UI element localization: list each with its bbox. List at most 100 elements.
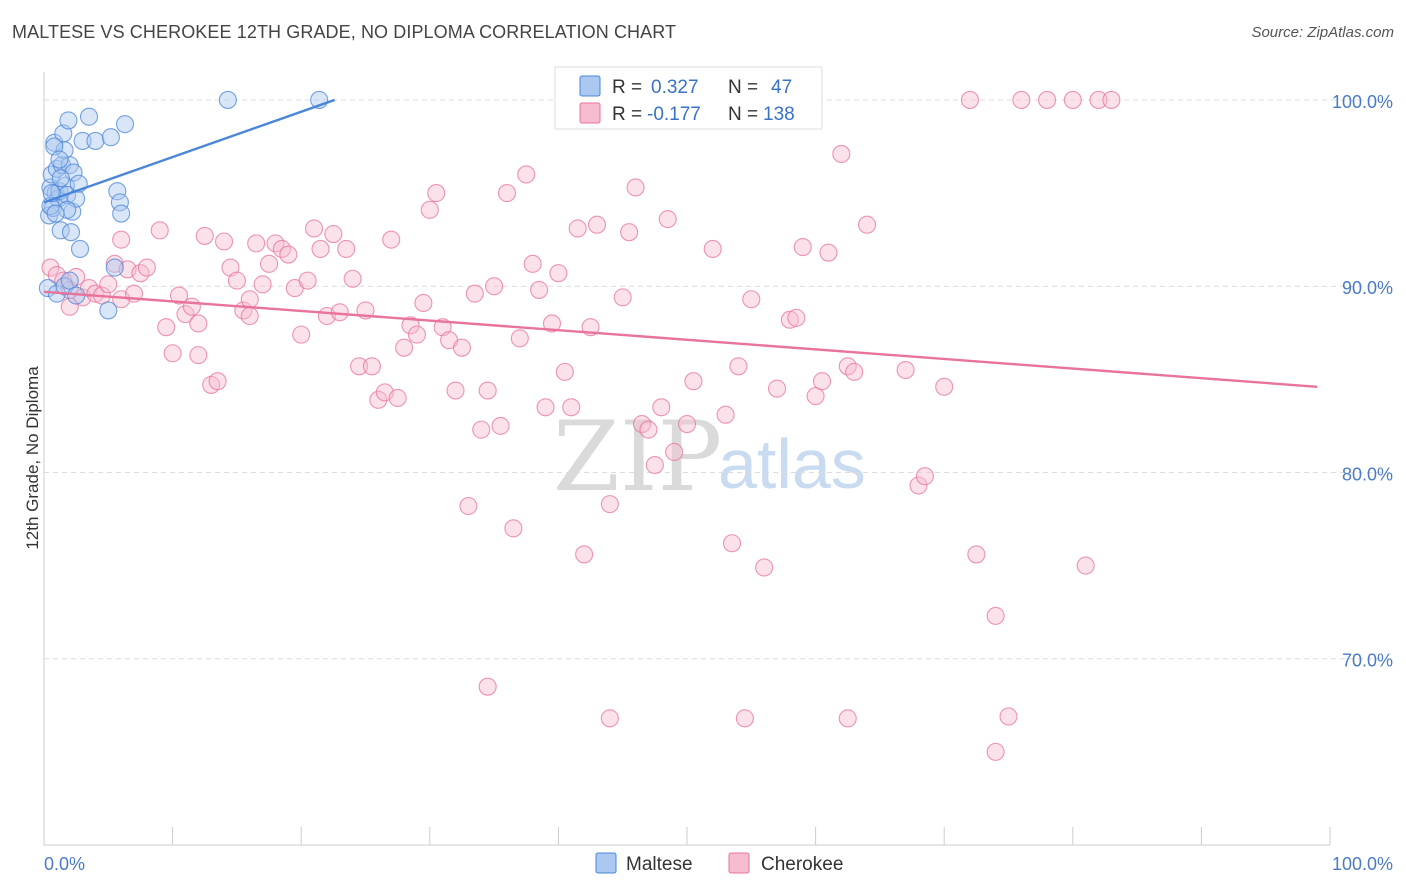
cherokee-point: [620, 223, 639, 242]
x-tick-label-min: 0.0%: [44, 854, 85, 874]
cherokee-point: [324, 225, 343, 244]
cherokee-point: [420, 200, 439, 219]
maltese-point: [58, 200, 77, 219]
maltese-r-label: R =: [612, 77, 642, 98]
cherokee-point: [388, 388, 407, 408]
cherokee-point: [504, 519, 523, 538]
cherokee-point: [684, 372, 703, 391]
maltese-point: [105, 258, 124, 277]
cherokee-point: [549, 264, 568, 283]
y-tick-label: 80.0%: [1342, 464, 1393, 484]
cherokee-point: [189, 346, 208, 365]
cherokee-bottom-label: Cherokee: [761, 854, 843, 875]
cherokee-point: [1038, 90, 1057, 109]
cherokee-point: [208, 372, 227, 391]
maltese-point: [112, 204, 131, 223]
cherokee-point: [729, 357, 748, 376]
maltese-point: [46, 204, 65, 223]
maltese-point: [61, 223, 81, 242]
maltese-bottom-swatch: [595, 852, 617, 874]
cherokee-point: [1063, 90, 1082, 109]
maltese-point: [115, 115, 135, 134]
x-tick-label-max: 100.0%: [1332, 854, 1393, 874]
maltese-point: [108, 182, 127, 201]
maltese-point: [218, 90, 237, 109]
maltese-trend-line: [43, 98, 336, 204]
cherokee-point: [935, 377, 954, 396]
cherokee-point: [195, 226, 214, 245]
cherokee-point: [735, 709, 754, 728]
cherokee-point: [459, 496, 478, 516]
cherokee-point: [292, 325, 311, 344]
cherokee-point: [568, 219, 587, 238]
cherokee-point: [967, 545, 986, 564]
cherokee-point: [999, 707, 1018, 726]
cherokee-point: [767, 379, 787, 398]
cherokee-point: [1076, 556, 1095, 575]
cherokee-point: [478, 381, 497, 400]
cherokee-legend-swatch: [579, 102, 601, 124]
cherokee-point: [986, 742, 1005, 761]
cherokee-point: [305, 219, 324, 238]
cherokee-point: [427, 184, 446, 203]
cherokee-point: [812, 372, 832, 391]
chart-source: Source: ZipAtlas.com: [1251, 24, 1394, 41]
cherokee-point: [240, 290, 259, 309]
cherokee-point: [311, 239, 330, 259]
y-tick-label: 90.0%: [1342, 278, 1393, 298]
cherokee-point: [279, 245, 298, 264]
cherokee-point: [163, 344, 182, 363]
cherokee-point: [658, 210, 677, 229]
cherokee-point: [41, 258, 60, 277]
cherokee-point: [182, 297, 201, 316]
maltese-point: [59, 111, 78, 130]
cherokee-point: [857, 215, 877, 234]
cherokee-point: [587, 215, 607, 234]
cherokee-point: [793, 238, 812, 257]
cherokee-point: [896, 360, 915, 380]
series-legend: Maltese Cherokee: [595, 852, 843, 875]
cherokee-point: [915, 467, 934, 486]
cherokee-point: [227, 271, 246, 290]
cherokee-point: [626, 178, 645, 197]
cherokee-point: [645, 455, 664, 475]
cherokee-point: [613, 288, 632, 307]
cherokee-point: [446, 381, 465, 400]
cherokee-point: [1102, 90, 1121, 109]
cherokee-point: [845, 362, 864, 381]
cherokee-point: [530, 280, 549, 299]
cherokee-point: [555, 362, 574, 381]
cherokee-n-label: N =: [728, 104, 758, 125]
cherokee-point: [819, 243, 838, 262]
cherokee-point: [395, 338, 414, 357]
cherokee-point: [600, 709, 619, 728]
chart-title: MALTESE VS CHEROKEE 12TH GRADE, NO DIPLO…: [12, 22, 677, 42]
cherokee-point: [716, 405, 735, 424]
cherokee-r-label: R =: [612, 104, 642, 125]
y-tick-labels: 70.0% 80.0% 90.0% 100.0%: [1332, 92, 1393, 671]
cherokee-point: [472, 420, 491, 439]
cherokee-point: [452, 338, 472, 357]
cherokee-point: [259, 254, 279, 273]
cherokee-point: [510, 329, 529, 348]
cherokee-point: [214, 232, 234, 251]
cherokee-point: [369, 390, 388, 409]
gridlines: [44, 99, 1390, 660]
maltese-point: [51, 169, 70, 188]
cherokee-point: [722, 534, 742, 553]
cherokee-point: [362, 357, 381, 376]
cherokee-point: [755, 558, 774, 577]
cherokee-point: [414, 293, 433, 313]
cherokee-point: [742, 290, 761, 309]
maltese-point: [42, 165, 61, 184]
maltese-point: [86, 131, 105, 150]
cherokee-bottom-swatch: [728, 852, 750, 874]
maltese-point: [70, 239, 90, 259]
cherokee-point: [240, 306, 259, 326]
cherokee-point: [703, 239, 722, 259]
trend-lines: [43, 98, 1318, 388]
cherokee-point: [960, 90, 979, 109]
cherokee-point: [60, 297, 79, 316]
cherokee-point: [478, 677, 497, 696]
